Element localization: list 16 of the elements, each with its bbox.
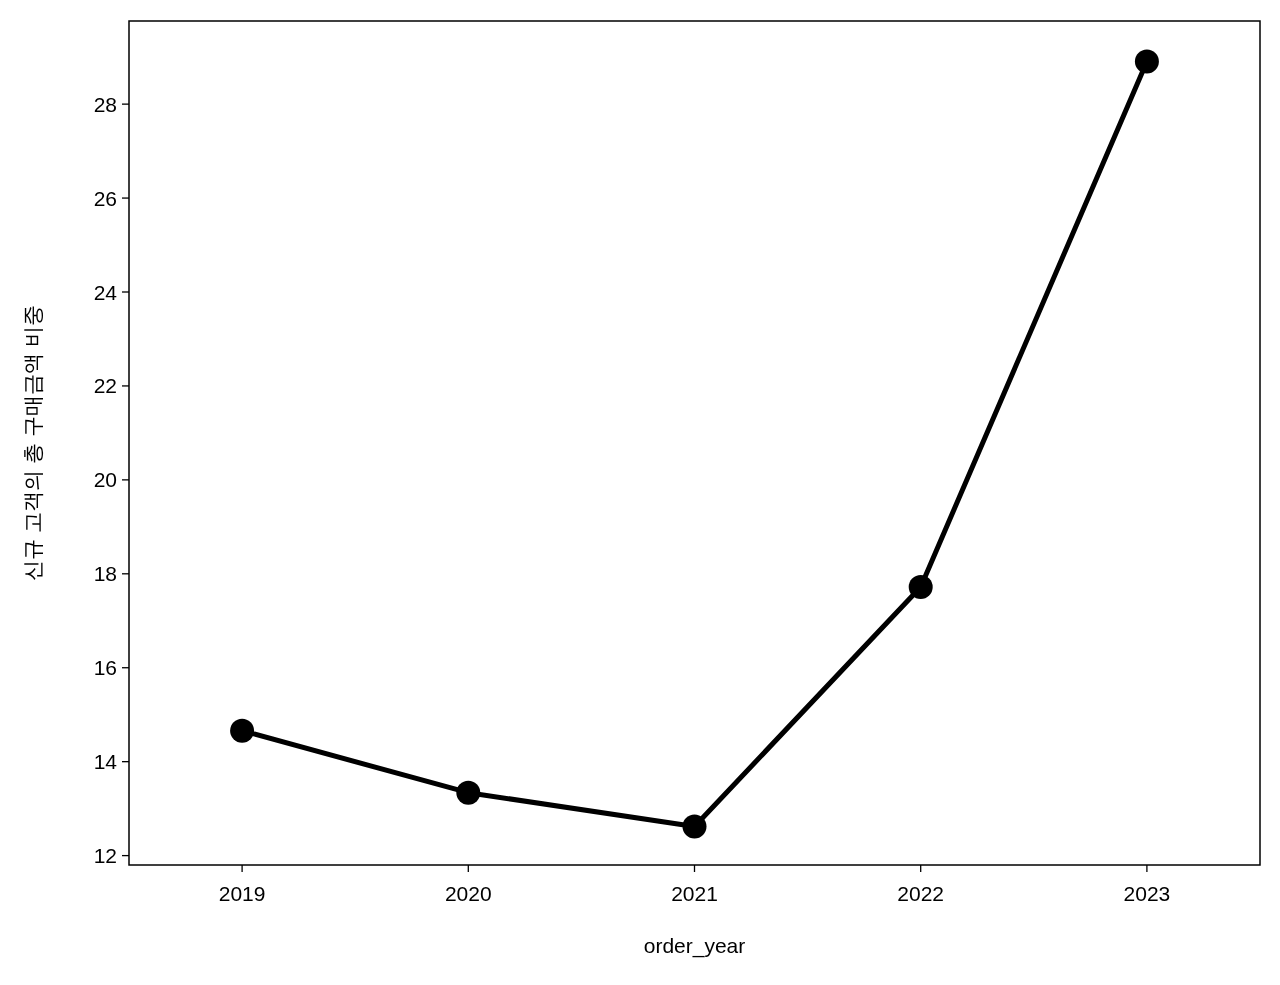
y-axis-title: 신규 고객의 총 구매금액 비중	[21, 305, 44, 581]
x-tick-label: 2019	[218, 882, 266, 905]
x-tick-label: 2020	[444, 882, 492, 905]
y-tick-label: 20	[93, 468, 117, 492]
x-tick-label: 2022	[897, 882, 945, 905]
x-axis-title: order_year	[643, 934, 746, 958]
y-tick-label: 26	[93, 186, 117, 210]
y-tick-label: 18	[93, 562, 117, 586]
x-tick-label: 2021	[671, 882, 718, 905]
x-tick-label: 2023	[1123, 882, 1171, 905]
y-tick-label: 16	[93, 656, 117, 680]
y-tick-label: 24	[93, 280, 118, 304]
y-tick-label: 28	[93, 92, 117, 116]
y-tick-label: 12	[93, 844, 117, 868]
y-tick-label: 14	[93, 750, 118, 774]
y-tick-label: 22	[93, 374, 117, 398]
